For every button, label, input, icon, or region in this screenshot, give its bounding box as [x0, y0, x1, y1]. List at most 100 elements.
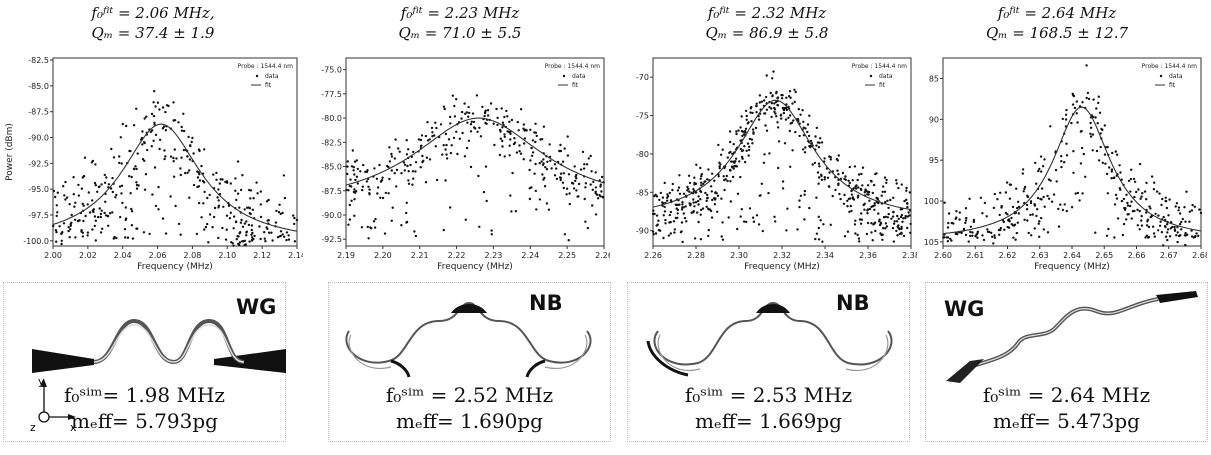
data-point: [781, 180, 785, 183]
data-point: [718, 165, 721, 168]
data-point: [1123, 206, 1126, 210]
data-point: [802, 120, 805, 124]
data-point: [982, 238, 986, 242]
data-point: [535, 208, 538, 211]
data-point: [443, 107, 446, 111]
data-point: [1009, 183, 1013, 186]
data-point: [575, 173, 578, 177]
data-point: [782, 107, 785, 111]
data-point: [750, 138, 754, 141]
data-point: [1159, 220, 1162, 223]
data-point: [858, 240, 861, 243]
data-point: [969, 230, 972, 234]
data-point: [783, 142, 787, 145]
data-point: [119, 136, 123, 139]
data-point: [1081, 101, 1084, 104]
data-point: [1064, 113, 1068, 116]
data-point: [83, 156, 87, 159]
data-point: [1114, 150, 1117, 153]
data-point: [757, 223, 761, 226]
data-point: [361, 188, 364, 192]
data-point: [1105, 234, 1109, 237]
data-point: [375, 177, 379, 180]
data-point: [1186, 233, 1189, 236]
data-point: [897, 217, 900, 220]
data-point: [523, 137, 527, 140]
data-point: [481, 105, 484, 109]
data-point: [885, 181, 888, 184]
data-point: [849, 204, 852, 208]
data-point: [69, 228, 72, 231]
data-point: [501, 145, 504, 148]
data-point: [1063, 203, 1066, 206]
data-point: [65, 196, 69, 199]
data-point: [950, 239, 953, 242]
x-axis-letter: x: [70, 421, 77, 433]
data-point: [1079, 162, 1083, 165]
data-point: [843, 177, 846, 181]
data-point: [104, 200, 107, 203]
data-point: [755, 111, 758, 114]
data-point: [503, 155, 506, 158]
data-point: [886, 199, 889, 202]
data-point: [1073, 106, 1077, 110]
data-point: [736, 227, 739, 231]
data-point: [1126, 201, 1129, 205]
data-point: [229, 211, 232, 214]
data-point: [56, 191, 59, 194]
data-point: [991, 235, 994, 238]
data-point: [464, 112, 467, 115]
data-point: [814, 237, 817, 241]
data-point: [55, 204, 58, 207]
data-point: [895, 182, 898, 185]
data-point: [398, 150, 401, 153]
data-point: [969, 234, 972, 238]
data-point: [909, 222, 912, 226]
data-point: [366, 225, 369, 229]
data-point: [1000, 206, 1003, 209]
data-point: [677, 186, 681, 189]
data-point: [126, 236, 130, 239]
data-point: [1138, 162, 1142, 166]
data-point: [86, 231, 90, 234]
data-point: [278, 235, 281, 238]
data-point: [248, 212, 251, 215]
data-point: [1099, 132, 1102, 135]
data-point: [1084, 175, 1087, 178]
data-point: [1164, 225, 1167, 229]
fit-curve: [942, 106, 1202, 235]
data-point: [680, 221, 684, 224]
data-point: [121, 201, 124, 205]
data-point: [559, 143, 562, 147]
data-point: [212, 173, 215, 176]
data-point: [1153, 181, 1156, 184]
fit-frequency-title: f₀ᶠⁱᵗ = 2.23 MHz: [400, 4, 520, 22]
data-point: [559, 178, 562, 182]
data-point: [509, 194, 512, 197]
data-point: [60, 242, 63, 246]
quality-factor-title: Qₘ = 168.5 ± 12.7: [985, 24, 1129, 42]
data-point: [353, 173, 356, 176]
data-point: [405, 201, 408, 204]
data-point: [346, 160, 349, 163]
data-point: [690, 211, 693, 214]
data-point: [998, 233, 1001, 236]
data-point: [548, 143, 551, 146]
data-point: [208, 213, 212, 216]
data-point: [881, 238, 884, 241]
data-point: [1016, 206, 1019, 210]
data-point: [713, 179, 716, 182]
data-point: [409, 163, 412, 167]
data-point: [146, 148, 149, 152]
data-point: [1116, 217, 1120, 220]
data-point: [964, 207, 968, 210]
data-point: [472, 120, 476, 124]
data-point: [386, 164, 389, 168]
x-tick-label: 2.64: [1063, 251, 1081, 260]
data-point: [878, 223, 882, 227]
data-point: [545, 202, 549, 205]
data-point: [798, 134, 801, 138]
data-point: [947, 221, 950, 225]
data-point: [243, 222, 247, 225]
